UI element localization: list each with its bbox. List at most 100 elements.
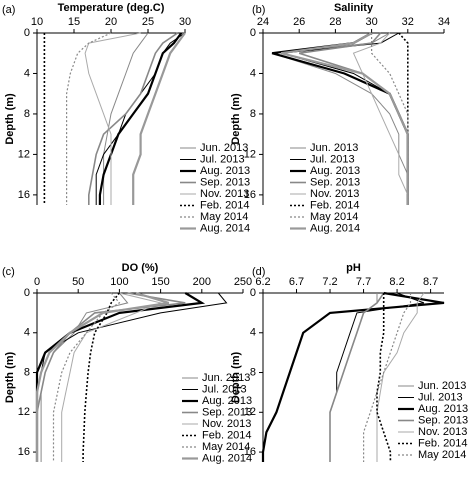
y-tick-label: 16 xyxy=(18,189,30,201)
y-tick-label: 4 xyxy=(24,327,30,339)
y-tick-label: 12 xyxy=(18,148,30,160)
y-axis-title: Depth (m) xyxy=(4,93,16,145)
legend-label: Sep. 2013 xyxy=(418,414,468,426)
series-line xyxy=(363,293,412,462)
x-tick-label: 200 xyxy=(193,276,211,288)
legend-label: Nov. 2013 xyxy=(310,188,359,200)
x-tick-label: 25 xyxy=(142,16,154,28)
legend-label: May 2014 xyxy=(310,211,358,223)
legend-label: Jul. 2013 xyxy=(418,391,463,403)
y-tick-label: 0 xyxy=(24,27,30,39)
x-tick-label: 30 xyxy=(179,16,191,28)
series-line xyxy=(280,32,409,205)
x-axis-title: DO (%) xyxy=(122,262,159,274)
legend-label: May 2014 xyxy=(200,211,248,223)
y-tick-label: 0 xyxy=(250,287,256,299)
y-tick-label: 0 xyxy=(250,27,256,39)
y-tick-label: 16 xyxy=(244,446,256,458)
series-line xyxy=(376,293,392,462)
legend-label: Feb. 2014 xyxy=(202,429,252,441)
legend-label: Aug. 2013 xyxy=(202,395,252,407)
x-tick-label: 6.2 xyxy=(255,276,270,288)
x-tick-label: 8.2 xyxy=(389,276,404,288)
y-tick-label: 16 xyxy=(244,189,256,201)
legend-label: Nov. 2013 xyxy=(418,426,467,438)
y-axis-title: Depth (m) xyxy=(230,352,242,404)
x-tick-label: 15 xyxy=(68,16,80,28)
series-line xyxy=(35,291,170,462)
x-tick-label: 28 xyxy=(329,16,341,28)
series-line xyxy=(61,292,163,462)
legend-label: May 2014 xyxy=(202,441,250,453)
series-line xyxy=(398,32,409,205)
series-line xyxy=(52,292,121,462)
x-axis-title: pH xyxy=(346,262,361,274)
x-axis-title: Salinity xyxy=(334,2,374,14)
legend-label: Feb. 2014 xyxy=(200,199,250,211)
x-tick-label: 26 xyxy=(293,16,305,28)
series-line xyxy=(371,33,409,205)
y-tick-label: 4 xyxy=(24,67,30,79)
legend-label: Jul. 2013 xyxy=(202,383,247,395)
series-line xyxy=(65,32,112,205)
y-tick-label: 12 xyxy=(244,406,256,418)
legend-label: Feb. 2014 xyxy=(418,437,468,449)
x-tick-label: 0 xyxy=(34,276,40,288)
panel-label: (d) xyxy=(252,266,265,278)
x-tick-label: 7.2 xyxy=(322,276,337,288)
y-axis-title: Depth (m) xyxy=(230,93,242,145)
legend-label: Jul. 2013 xyxy=(310,153,355,165)
legend-label: May 2014 xyxy=(418,449,466,461)
legend-label: Aug. 2014 xyxy=(200,222,250,234)
y-tick-label: 8 xyxy=(250,366,256,378)
series-line xyxy=(36,292,186,462)
x-tick-label: 6.7 xyxy=(289,276,304,288)
series-line xyxy=(98,32,183,205)
series-line xyxy=(132,32,186,205)
y-tick-label: 12 xyxy=(18,406,30,418)
y-tick-label: 12 xyxy=(244,148,256,160)
panel-label: (a) xyxy=(2,4,15,16)
series-line xyxy=(84,32,141,205)
y-tick-label: 0 xyxy=(24,287,30,299)
legend-label: Sep. 2013 xyxy=(310,176,360,188)
series-line xyxy=(103,32,149,205)
legend-label: Jun. 2013 xyxy=(202,372,250,384)
legend-label: Feb. 2014 xyxy=(310,199,360,211)
series-line xyxy=(36,292,228,462)
x-tick-label: 20 xyxy=(105,16,117,28)
series-line xyxy=(95,32,186,205)
x-tick-label: 34 xyxy=(438,16,450,28)
panel-label: (b) xyxy=(252,4,265,16)
legend-label: Jul. 2013 xyxy=(200,153,245,165)
legend-label: Jun. 2013 xyxy=(418,380,466,392)
x-tick-label: 50 xyxy=(72,276,84,288)
series-line xyxy=(40,292,129,462)
y-tick-label: 8 xyxy=(24,108,30,120)
x-tick-label: 32 xyxy=(402,16,414,28)
legend-label: Nov. 2013 xyxy=(200,188,249,200)
legend-label: Aug. 2013 xyxy=(200,165,250,177)
y-axis-title: Depth (m) xyxy=(4,352,16,404)
y-tick-label: 16 xyxy=(18,446,30,458)
legend-label: Aug. 2014 xyxy=(310,222,360,234)
panel-label: (c) xyxy=(2,266,15,278)
series-line xyxy=(329,292,385,462)
legend-label: Aug. 2014 xyxy=(202,452,252,464)
x-tick-label: 10 xyxy=(31,16,43,28)
legend-label: Jun. 2013 xyxy=(200,142,248,154)
legend-label: Aug. 2013 xyxy=(310,165,360,177)
legend-label: Sep. 2013 xyxy=(200,176,250,188)
x-axis-title: Temperature (deg.C) xyxy=(58,2,165,14)
legend-label: Sep. 2013 xyxy=(202,406,252,418)
legend-label: Aug. 2013 xyxy=(418,403,468,415)
x-tick-label: 30 xyxy=(365,16,377,28)
x-tick-label: 150 xyxy=(151,276,169,288)
series-line xyxy=(352,32,409,205)
y-tick-label: 8 xyxy=(24,366,30,378)
legend-label: Jun. 2013 xyxy=(310,142,358,154)
legend-label: Nov. 2013 xyxy=(202,418,251,430)
y-tick-label: 4 xyxy=(250,327,256,339)
x-tick-label: 8.7 xyxy=(423,276,438,288)
